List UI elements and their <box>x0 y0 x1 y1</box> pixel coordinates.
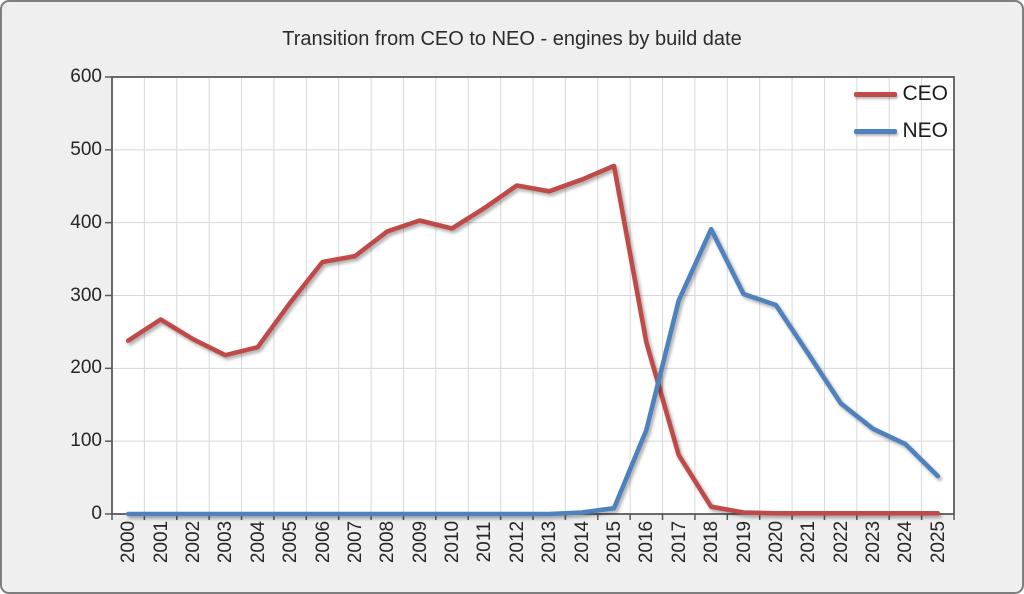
x-tick-label: 2009 <box>409 520 431 564</box>
legend-item-neo: NEO <box>854 119 948 143</box>
y-tick-label: 100 <box>70 430 102 452</box>
x-tick-label: 2000 <box>118 520 140 564</box>
x-tick-label: 2011 <box>474 521 496 563</box>
y-tick-label: 300 <box>70 284 102 306</box>
x-tick-label: 2015 <box>603 520 625 564</box>
x-tick-label: 2021 <box>798 520 820 564</box>
legend-label-ceo: CEO <box>902 82 948 105</box>
legend-item-ceo: CEO <box>854 82 948 106</box>
y-tick-label: 500 <box>70 138 102 160</box>
ceo-line-swatch-icon <box>854 91 898 97</box>
x-tick-label: 2008 <box>377 520 399 564</box>
x-tick-label: 2019 <box>733 520 755 564</box>
chart-title: Transition from CEO to NEO - engines by … <box>282 28 742 50</box>
x-tick-label: 2006 <box>312 520 334 564</box>
y-tick-label: 200 <box>70 357 102 379</box>
x-tick-label: 2001 <box>150 520 172 564</box>
legend: CEO NEO <box>854 82 948 156</box>
x-tick-label: 2022 <box>830 520 852 564</box>
x-tick-label: 2024 <box>895 520 917 564</box>
x-tick-label: 2025 <box>927 520 949 564</box>
x-tick-label: 2017 <box>668 520 690 564</box>
x-tick-label: 2007 <box>344 520 366 564</box>
ceo-series-line <box>125 163 941 516</box>
x-tick-label: 2012 <box>506 520 528 564</box>
neo-line-swatch-icon <box>854 128 898 134</box>
y-tick-label: 400 <box>70 211 102 233</box>
y-tick-label: 0 <box>91 503 102 524</box>
y-tick-label: 600 <box>70 66 102 87</box>
x-tick-label: 2003 <box>215 520 237 564</box>
legend-label-neo: NEO <box>902 119 948 142</box>
x-tick-label: 2020 <box>765 520 787 564</box>
x-tick-label: 2002 <box>182 520 204 564</box>
x-tick-label: 2010 <box>442 520 464 564</box>
x-tick-label: 2016 <box>636 520 658 564</box>
x-tick-label: 2004 <box>247 520 269 564</box>
x-tick-label: 2005 <box>280 520 302 564</box>
x-tick-label: 2018 <box>701 520 723 564</box>
x-tick-label: 2023 <box>863 520 885 564</box>
neo-series-line <box>125 226 941 517</box>
x-tick-label: 2014 <box>571 520 593 564</box>
x-tick-label: 2013 <box>539 520 561 564</box>
